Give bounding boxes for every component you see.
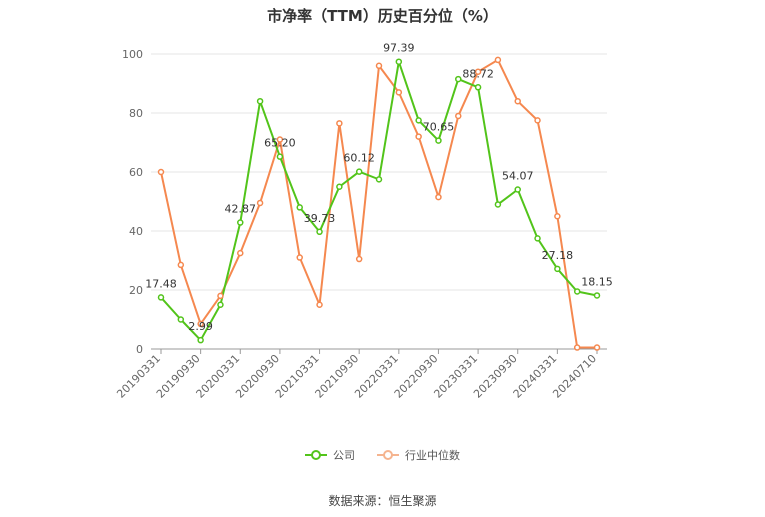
x-tick-label: 20240710: [550, 352, 599, 401]
data-label: 60.12: [343, 152, 375, 165]
data-point[interactable]: [455, 75, 462, 83]
data-point[interactable]: [514, 186, 521, 193]
data-point[interactable]: [217, 301, 224, 308]
data-label: 27.18: [542, 249, 574, 262]
data-point[interactable]: [217, 292, 224, 300]
data-label: 97.39: [383, 42, 415, 55]
data-point[interactable]: [534, 235, 541, 242]
data-label: 17.48: [145, 277, 177, 290]
data-point[interactable]: [554, 213, 561, 220]
data-point[interactable]: [296, 204, 303, 211]
data-point[interactable]: [237, 249, 244, 257]
data-label: 2.99: [188, 320, 213, 333]
data-point[interactable]: [256, 97, 264, 105]
legend-label-industry-median: 行业中位数: [405, 449, 460, 462]
data-point[interactable]: [375, 176, 383, 183]
data-point[interactable]: [534, 117, 541, 124]
y-tick-label: 0: [136, 343, 143, 356]
data-point[interactable]: [435, 137, 442, 144]
data-point[interactable]: [494, 201, 502, 208]
x-axis: 2019033120190930202003312020093020210331…: [114, 348, 607, 401]
source-note: 数据来源：恒生聚源: [328, 494, 437, 508]
data-labels: 17.48 2.99 42.87 65.20 39.73 60.12 97.39 70.65 8…: [145, 42, 613, 333]
data-point[interactable]: [395, 89, 403, 96]
y-tick-label: 80: [129, 107, 143, 120]
y-tick-label: 40: [129, 225, 143, 238]
y-tick-label: 60: [129, 166, 143, 179]
data-point[interactable]: [415, 133, 422, 140]
data-point[interactable]: [276, 136, 284, 143]
data-point[interactable]: [355, 168, 363, 175]
data-point[interactable]: [197, 336, 204, 344]
data-point[interactable]: [375, 62, 383, 70]
data-label: 54.07: [502, 169, 534, 182]
data-point[interactable]: [573, 288, 581, 295]
data-point[interactable]: [355, 255, 363, 263]
legend-marker-industry-median: [377, 450, 399, 460]
data-point[interactable]: [554, 265, 561, 273]
series-points: [157, 56, 601, 351]
y-tick-label: 20: [129, 284, 143, 297]
data-point[interactable]: [593, 292, 601, 299]
data-point[interactable]: [197, 320, 204, 328]
data-point[interactable]: [276, 153, 284, 160]
series-line-0: [160, 60, 598, 342]
data-point[interactable]: [435, 193, 442, 201]
data-label: 39.73: [304, 212, 336, 225]
data-point[interactable]: [573, 344, 581, 351]
data-label: 70.65: [423, 121, 455, 134]
data-point[interactable]: [237, 219, 244, 226]
grid-lines: [151, 53, 607, 291]
y-axis: 0 20 40 60 80 100: [122, 48, 143, 356]
line-chart: 0 20 40 60 80 100 201903312019093020200331202…: [114, 42, 613, 401]
chart-title: 市净率（TTM）历史百分位（%）: [267, 7, 498, 25]
legend-label-company: 公司: [333, 449, 355, 462]
data-point[interactable]: [494, 56, 502, 64]
data-label: 88.72: [462, 67, 494, 80]
legend-marker-company: [305, 450, 327, 460]
legend-item-company[interactable]: 公司: [305, 447, 355, 463]
data-point[interactable]: [157, 294, 165, 301]
legend-item-industry-median[interactable]: 行业中位数: [377, 447, 460, 463]
data-point[interactable]: [296, 254, 303, 261]
data-point[interactable]: [157, 168, 165, 176]
data-point[interactable]: [474, 68, 482, 75]
data-point[interactable]: [395, 58, 403, 65]
data-point[interactable]: [336, 183, 343, 190]
data-point[interactable]: [455, 112, 462, 120]
data-point[interactable]: [415, 117, 422, 124]
y-tick-label: 100: [122, 48, 143, 61]
legend: 公司 行业中位数: [0, 447, 765, 463]
data-point[interactable]: [177, 261, 185, 269]
data-point[interactable]: [316, 301, 323, 308]
data-label: 18.15: [581, 275, 613, 288]
data-point[interactable]: [177, 316, 185, 323]
data-point[interactable]: [336, 120, 343, 127]
data-point[interactable]: [316, 228, 323, 236]
data-point[interactable]: [474, 84, 482, 91]
data-point[interactable]: [514, 97, 521, 105]
data-point[interactable]: [256, 199, 264, 207]
data-point[interactable]: [593, 344, 601, 351]
data-label: 42.87: [225, 203, 257, 216]
data-label: 65.20: [264, 137, 296, 150]
